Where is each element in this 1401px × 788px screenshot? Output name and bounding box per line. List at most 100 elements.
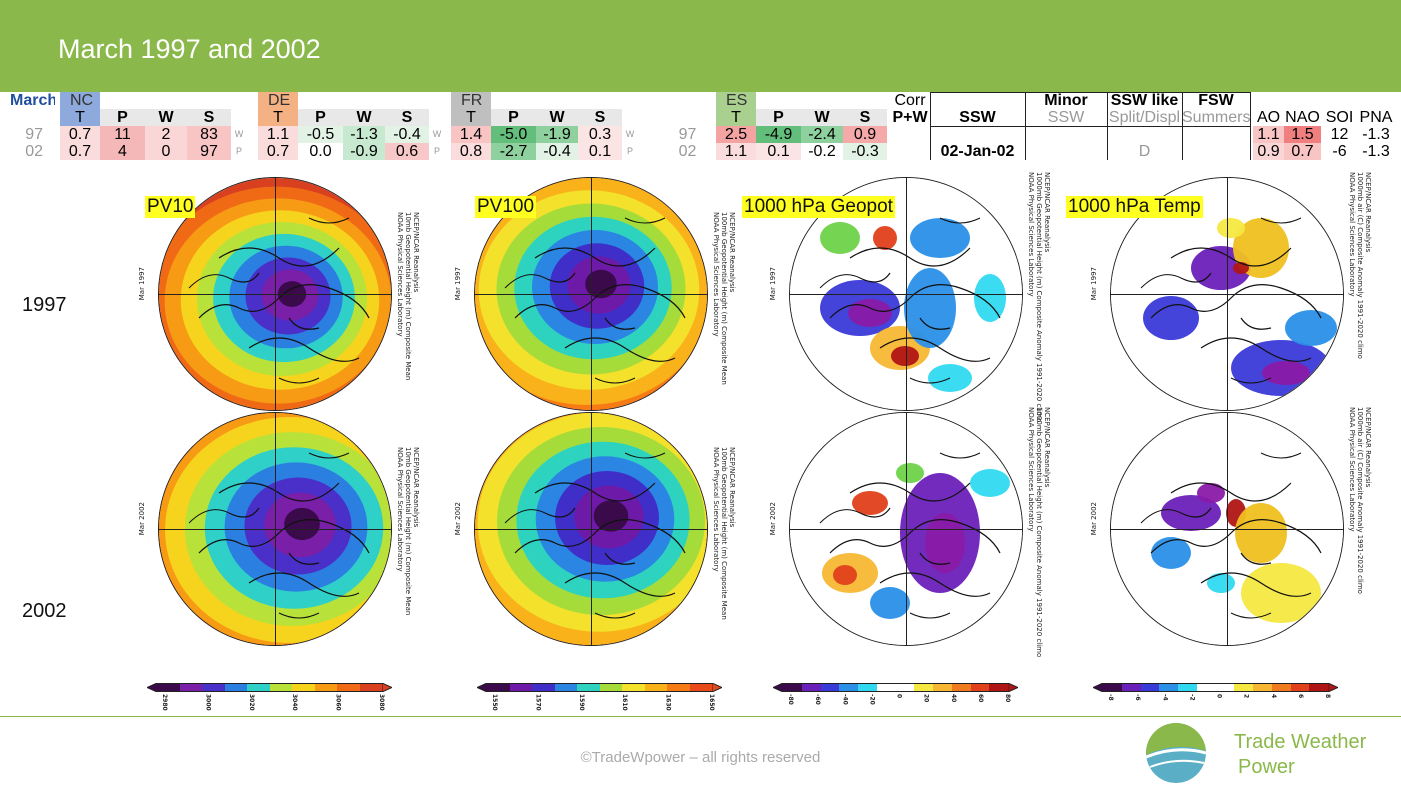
map-source-line: NCEP/NCAR Reanalysis (728, 212, 736, 293)
map-source-text: NCEP/NCAR Reanalysis 1000mb Geopotential … (1027, 407, 1051, 658)
colorbar: -80 -60 -40 -20 0 20 40 60 80 (773, 683, 1018, 705)
footer-divider (0, 716, 1401, 717)
table-cell: -2.4 (801, 126, 843, 143)
map-source-line: 100mb Geopotential Height (m) Composite … (720, 447, 728, 620)
colorbar-segment (1234, 683, 1253, 692)
year-label: 02 (25, 143, 43, 160)
colorbar-segment (783, 683, 802, 692)
map-title-label: 1000 hPa Geopot (742, 196, 895, 218)
colorbar-segment (689, 683, 712, 692)
map-title-label: 1000 hPa Temp (1066, 196, 1203, 218)
map-year-label: Mar 1997 (769, 267, 777, 301)
colorbar-segment (314, 683, 337, 692)
colorbar-segment (224, 683, 247, 692)
map-parallel (475, 294, 707, 295)
map-year-label: Mar 2002 (1090, 502, 1098, 536)
colorbar-segment (895, 683, 915, 692)
colorbar-arrow (712, 683, 722, 692)
map-source-text: NCEP/NCAR Reanalysis 10mb Geopotential He… (396, 212, 420, 392)
table-cell: 2.5 (716, 126, 756, 143)
colorbar-segment (1140, 683, 1160, 692)
ssw-divider (930, 126, 1250, 127)
colorbar-tick-label: -6 (1134, 694, 1142, 701)
sswlike-value: D (1138, 143, 1151, 160)
colorbar-segment (1196, 683, 1216, 692)
table-cell: 1.1 (716, 143, 756, 160)
map-source-line: NCEP/NCAR Reanalysis (728, 447, 736, 528)
table-cell: 4 (100, 143, 145, 160)
polar-map (1110, 412, 1344, 646)
table-cell: -0.4 (385, 126, 429, 143)
map-source-line: NCEP/NCAR Reanalysis (412, 447, 420, 528)
colorbar-tick-label: 1570 (534, 694, 542, 711)
map-source-line: NCEP/NCAR Reanalysis (1043, 172, 1051, 253)
table-cell: -5.0 (491, 126, 536, 143)
region-code: FR (451, 92, 491, 109)
map-year-label: Mar 2002 (138, 502, 146, 536)
map-source-text: NCEP/NCAR Reanalysis 1000mb air (C) Compo… (1348, 172, 1372, 412)
polar-map (158, 177, 392, 411)
map-source-text: NCEP/NCAR Reanalysis 1000mb air (C) Compo… (1348, 407, 1372, 647)
year-label: 97 (678, 126, 697, 143)
colorbar-segment (1290, 683, 1310, 692)
table-cell: 1.1 (258, 126, 298, 143)
ssw-header: SSW (959, 109, 996, 126)
colorbar-segment (532, 683, 555, 692)
colorbar-segment (622, 683, 645, 692)
table-cell: -0.9 (343, 143, 385, 160)
title-banner: March 1997 and 2002 (0, 0, 1401, 92)
colorbar-arrow (773, 683, 783, 692)
colorbar-tick-label: -40 (841, 694, 849, 705)
colorbar-arrow (1093, 683, 1103, 692)
map-source-line: 1000mb Geopotential Height (m) Composite… (1035, 407, 1043, 658)
map-parallel (790, 529, 1022, 530)
colorbar-tick-label: 40 (949, 694, 957, 703)
index-cell: -1.3 (1362, 126, 1390, 143)
map-parallel (1111, 529, 1343, 530)
table-cell: -0.2 (801, 143, 843, 160)
colorbar-segment (1253, 683, 1272, 692)
flag-label: W (234, 129, 244, 139)
column-header: S (187, 109, 231, 126)
colorbar-segment (269, 683, 292, 692)
trade-weather-power-logo-icon (1146, 723, 1206, 783)
colorbar-tick-label: -2 (1188, 694, 1196, 701)
polar-map (474, 412, 708, 646)
minor-sub: SSW (1047, 109, 1085, 126)
colorbar-segment (359, 683, 382, 692)
colorbar-tick-label: 3000 (204, 694, 212, 711)
colorbar-segment (644, 683, 667, 692)
column-header: T (716, 109, 756, 126)
polar-map (474, 177, 708, 411)
brand-name: Trade Weather Power (1234, 730, 1366, 780)
column-header: S (578, 109, 622, 126)
column-header: T (451, 109, 491, 126)
map-source-line: NCEP/NCAR Reanalysis (1043, 407, 1051, 488)
table-cell: -2.7 (491, 143, 536, 160)
colorbar-segment (914, 683, 933, 692)
flag-label: P (433, 146, 440, 156)
fsw-header: FSW (1198, 92, 1234, 109)
sswlike-header: SSW like (1110, 92, 1179, 109)
colorbar-segment (1178, 683, 1197, 692)
map-source-line: NCEP/NCAR Reanalysis (412, 212, 420, 293)
index-cell: 1.5 (1284, 126, 1321, 143)
colorbar-segment (667, 683, 690, 692)
map-source-text: NCEP/NCAR Reanalysis 1000mb Geopotential … (1027, 172, 1051, 422)
column-header: W (145, 109, 187, 126)
colorbar-tick-label: 8 (1324, 694, 1331, 699)
column-header: W (536, 109, 578, 126)
table-cell: 83 (187, 126, 231, 143)
map-source-text: NCEP/NCAR Reanalysis 10mb Geopotential He… (396, 447, 420, 627)
table-cell: 0.0 (298, 143, 343, 160)
table-cell: 2 (145, 126, 187, 143)
colorbar-segment (876, 683, 896, 692)
map-source-line: NOAA Physical Sciences Laboratory (1348, 172, 1356, 297)
colorbar-segment (1309, 683, 1328, 692)
colorbar-segment (247, 683, 270, 692)
colorbar-tick-label: 20 (922, 694, 930, 703)
table-cell: 0.7 (60, 126, 100, 143)
colorbar-segment (179, 683, 202, 692)
map-source-line: 10mb Geopotential Height (m) Composite M… (404, 447, 412, 616)
